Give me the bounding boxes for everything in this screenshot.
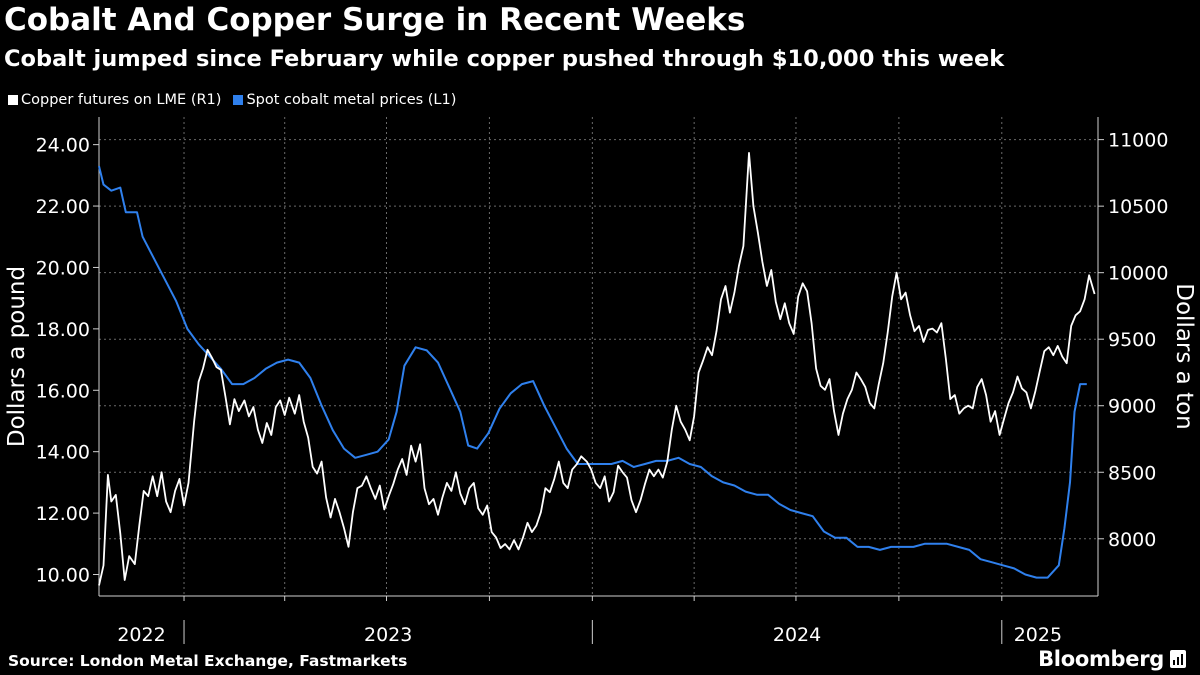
right-tick-label: 8500 — [1108, 462, 1156, 484]
legend-label-copper: Copper futures on LME (R1) — [21, 92, 222, 108]
right-tick-label: 9500 — [1108, 329, 1156, 351]
left-tick-label: 18.00 — [36, 319, 90, 341]
left-tick-label: 10.00 — [36, 565, 90, 587]
left-tick-label: 22.00 — [36, 196, 90, 218]
series-line-copper — [98, 152, 1096, 586]
right-tick-label: 10000 — [1108, 263, 1168, 285]
legend-item-cobalt: Spot cobalt metal prices (L1) — [233, 92, 456, 108]
year-label: 2025 — [1014, 624, 1062, 646]
source-note: Source: London Metal Exchange, Fastmarke… — [8, 652, 408, 670]
bloomberg-logo: Bloomberg — [1038, 647, 1186, 671]
left-tick-label: 14.00 — [36, 442, 90, 464]
logo-text: Bloomberg — [1038, 647, 1164, 671]
left-tick-label: 16.00 — [36, 380, 90, 402]
year-label: 2023 — [364, 624, 412, 646]
right-tick-label: 11000 — [1108, 130, 1168, 152]
left-tick-label: 24.00 — [36, 135, 90, 157]
legend-swatch-cobalt — [233, 95, 244, 105]
legend-label-cobalt: Spot cobalt metal prices (L1) — [246, 92, 457, 108]
year-label: 2024 — [773, 624, 821, 646]
series-line-cobalt — [98, 165, 1087, 579]
legend-item-copper: Copper futures on LME (R1) — [8, 92, 221, 108]
chart-title: Cobalt And Copper Surge in Recent Weeks — [4, 2, 746, 38]
left-tick-label: 12.00 — [36, 503, 90, 525]
legend: Copper futures on LME (R1) Spot cobalt m… — [8, 92, 456, 108]
right-tick-label: 9000 — [1108, 396, 1156, 418]
right-tick-label: 8000 — [1108, 529, 1156, 551]
chart-subtitle: Cobalt jumped since February while coppe… — [4, 46, 1005, 72]
right-tick-label: 10500 — [1108, 196, 1168, 218]
legend-swatch-copper — [8, 95, 18, 105]
left-axis-title: Dollars a pound — [4, 266, 30, 447]
left-tick-label: 20.00 — [36, 257, 90, 279]
year-label: 2022 — [117, 624, 165, 646]
right-axis-title: Dollars a ton — [1171, 283, 1197, 429]
chart-icon — [1170, 650, 1186, 668]
